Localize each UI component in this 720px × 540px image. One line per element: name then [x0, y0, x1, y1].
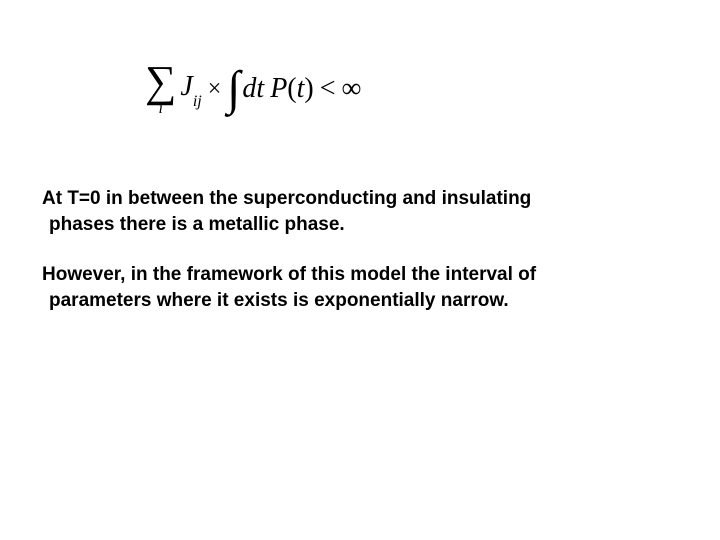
P-letter: P: [270, 73, 287, 104]
times-operator: ×: [208, 76, 222, 103]
paragraph-1: At T=0 in between the superconducting an…: [42, 186, 662, 237]
para1-line1: At T=0 in between the superconducting an…: [42, 186, 662, 212]
sigma-symbol: ∑: [145, 60, 176, 104]
less-than: <: [320, 73, 336, 105]
para1-line2: phases there is a metallic phase.: [49, 212, 662, 238]
summation-block: ∑ i: [145, 60, 176, 118]
infinity-symbol: ∞: [342, 73, 362, 105]
P-of-t: P(t): [270, 73, 314, 105]
equation-region: ∑ i Jij × ∫ dt P(t) < ∞: [145, 60, 545, 135]
summation-index: i: [158, 100, 162, 118]
J-subscript: ij: [193, 93, 202, 110]
J-letter: J: [180, 71, 192, 102]
close-paren: ): [304, 73, 313, 104]
coupling-J: Jij: [180, 71, 201, 107]
para2-line1: However, in the framework of this model …: [42, 262, 662, 288]
equation: ∑ i Jij × ∫ dt P(t) < ∞: [145, 60, 545, 118]
para2-line2: parameters where it exists is exponentia…: [49, 288, 662, 314]
differential-dt: dt: [242, 73, 264, 105]
open-paren: (: [287, 73, 296, 104]
paragraph-2: However, in the framework of this model …: [42, 262, 662, 313]
integral-symbol: ∫: [227, 70, 240, 108]
